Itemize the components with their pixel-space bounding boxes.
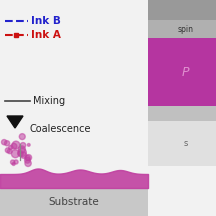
Circle shape bbox=[21, 152, 27, 158]
Circle shape bbox=[5, 141, 10, 146]
Circle shape bbox=[25, 160, 31, 167]
Circle shape bbox=[11, 143, 17, 149]
Circle shape bbox=[9, 145, 13, 149]
Text: spin: spin bbox=[177, 24, 193, 33]
Circle shape bbox=[12, 141, 20, 149]
Polygon shape bbox=[7, 116, 23, 128]
Circle shape bbox=[18, 151, 23, 156]
Circle shape bbox=[11, 150, 19, 158]
Circle shape bbox=[14, 160, 18, 164]
Circle shape bbox=[2, 140, 7, 145]
Text: Mixing: Mixing bbox=[33, 96, 65, 106]
Bar bbox=[0, 188, 148, 216]
Text: P: P bbox=[182, 65, 189, 78]
Circle shape bbox=[20, 143, 26, 148]
Text: Ink A: Ink A bbox=[31, 30, 61, 40]
Circle shape bbox=[19, 134, 25, 140]
Bar bbox=[148, 38, 216, 106]
Circle shape bbox=[18, 148, 26, 157]
Text: Ink B: Ink B bbox=[31, 16, 61, 26]
Text: Coalescence: Coalescence bbox=[30, 124, 92, 134]
Bar bbox=[148, 106, 216, 121]
Circle shape bbox=[7, 149, 12, 154]
Bar bbox=[148, 20, 216, 38]
Text: s: s bbox=[183, 140, 187, 149]
Circle shape bbox=[12, 162, 15, 165]
Circle shape bbox=[11, 160, 15, 164]
Bar bbox=[148, 121, 216, 166]
Bar bbox=[148, 0, 216, 20]
Circle shape bbox=[5, 148, 10, 153]
Circle shape bbox=[25, 154, 32, 160]
Circle shape bbox=[18, 146, 25, 153]
Text: Substrate: Substrate bbox=[49, 197, 99, 207]
Circle shape bbox=[27, 143, 30, 146]
Circle shape bbox=[25, 155, 30, 161]
Circle shape bbox=[25, 157, 30, 163]
